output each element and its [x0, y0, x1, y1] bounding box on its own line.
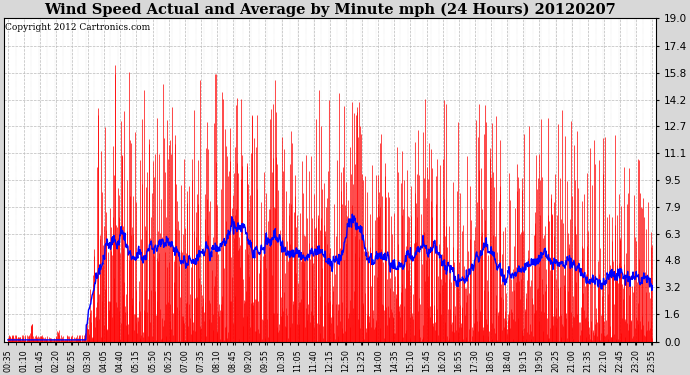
Title: Wind Speed Actual and Average by Minute mph (24 Hours) 20120207: Wind Speed Actual and Average by Minute …: [44, 3, 616, 17]
Text: Copyright 2012 Cartronics.com: Copyright 2012 Cartronics.com: [5, 23, 150, 32]
